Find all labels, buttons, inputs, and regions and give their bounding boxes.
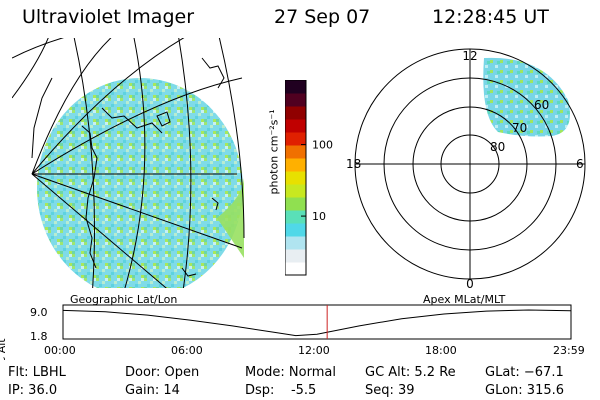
colorbar-band: [285, 119, 306, 133]
mlt-label-18: 18: [346, 157, 361, 171]
colorbar-band: [285, 223, 306, 237]
colorbar-band: [285, 106, 306, 120]
status-gc-alt: GC Alt: 5.2 Re: [365, 365, 456, 380]
colorbar-tick-label: 100: [312, 139, 333, 152]
gc-alt-series-line: [62, 309, 571, 337]
x-tick-label: 06:00: [171, 344, 203, 357]
x-tick-label: 18:00: [425, 344, 457, 357]
mlt-label-0: 0: [466, 277, 474, 290]
status-mode: Mode: Normal: [245, 365, 336, 380]
graticule: [12, 38, 245, 288]
colorbar-band: [285, 262, 306, 276]
status-gain: Gain: 14: [125, 383, 180, 398]
polar-plot: 12 18 6 0 60 70 80: [346, 48, 586, 290]
apex-caption: Apex MLat/MLT: [423, 293, 506, 306]
instrument-title: Ultraviolet Imager: [22, 6, 195, 28]
status-door: Door: Open: [125, 365, 200, 380]
x-tick-label: 00:00: [44, 344, 76, 357]
x-tick-label: 23:59: [553, 344, 585, 357]
colorbar-band: [285, 145, 306, 159]
status-glon: GLon: 315.6: [485, 383, 565, 398]
colorbar-band: [285, 184, 306, 198]
lat-label-80: 80: [490, 140, 505, 154]
colorbar-band: [285, 132, 306, 146]
plot-frame: [62, 304, 572, 340]
colorbar-band: [285, 249, 306, 263]
date-label: 27 Sep 07: [274, 6, 371, 28]
colorbar-band: [285, 171, 306, 185]
aurora-oval: [483, 57, 570, 137]
time-label: 12:28:45 UT: [432, 6, 549, 28]
gc-alt-ylabel: GC Alt: [0, 338, 8, 360]
colorbar: 100 10: [285, 80, 333, 276]
colorbar-unit-label: photon cm⁻²s⁻¹: [267, 109, 281, 195]
colorbar-tick-label: 10: [312, 210, 326, 223]
colorbar-band: [285, 210, 306, 224]
aurora-disc: [37, 78, 243, 288]
colorbar-band: [285, 236, 306, 250]
y-tick-label: 1.8: [30, 330, 48, 343]
y-tick-label: 9.0: [30, 306, 48, 319]
mlt-label-12: 12: [462, 49, 477, 63]
status-seq: Seq: 39: [365, 383, 415, 398]
status-dsp: Dsp: -5.5: [245, 383, 317, 398]
status-filter: Flt: LBHL: [8, 365, 66, 380]
geographic-caption: Geographic Lat/Lon: [70, 293, 178, 306]
colorbar-band: [285, 80, 306, 94]
colorbar-band: [285, 197, 306, 211]
lat-label-60: 60: [534, 98, 549, 112]
status-ip: IP: 36.0: [8, 383, 58, 398]
geographic-map: [12, 38, 245, 288]
colorbar-band: [285, 93, 306, 107]
coastline: [31, 57, 225, 277]
lat-label-70: 70: [512, 121, 527, 135]
x-tick-label: 12:00: [298, 344, 330, 357]
gc-alt-chart: GC Alt 9.0 1.8: [0, 304, 572, 360]
mlt-label-6: 6: [576, 157, 584, 171]
status-glat: GLat: −67.1: [485, 365, 564, 380]
colorbar-band: [285, 158, 306, 172]
